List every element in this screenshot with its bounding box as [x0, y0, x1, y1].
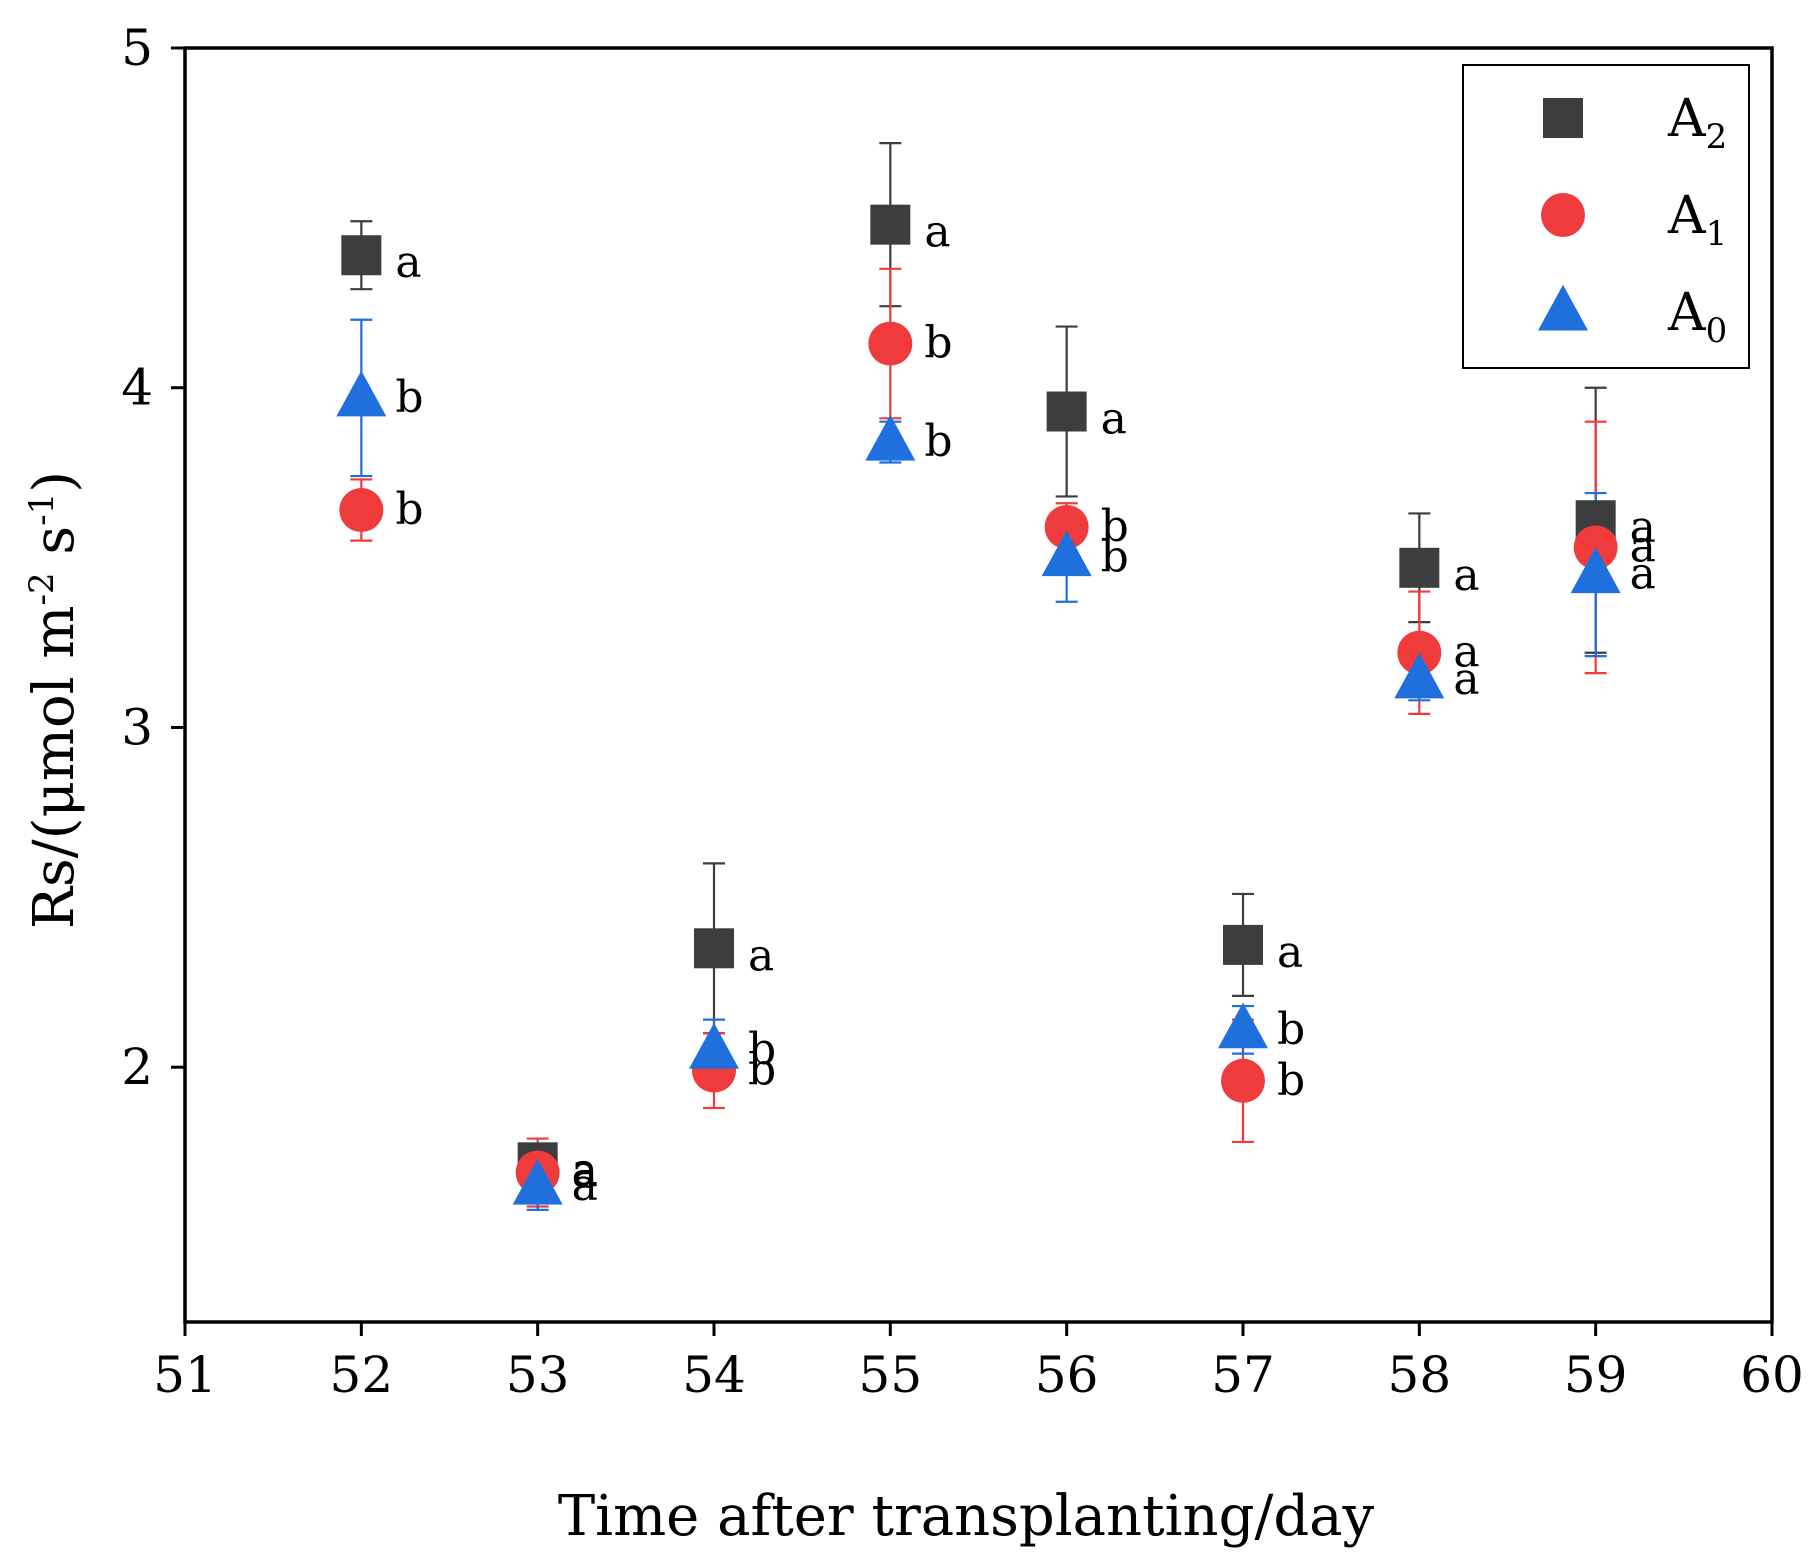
y-axis-title-sup1: -2: [22, 572, 62, 605]
legend-label-A2: A2: [1667, 89, 1727, 157]
marker-A0: [865, 414, 916, 461]
significance-letter-A2: a: [1453, 550, 1479, 601]
significance-letter-A0: a: [1453, 654, 1479, 705]
legend-label-base: A: [1667, 89, 1707, 149]
significance-letter-A2: a: [748, 930, 774, 981]
significance-letter-A2: a: [395, 237, 421, 288]
marker-A0: [1041, 530, 1092, 577]
y-axis-title-prefix: Rs/(μmol m: [22, 606, 87, 930]
significance-letter-A0: b: [924, 416, 952, 467]
marker-A2: [341, 235, 382, 276]
legend-label-A0: A0: [1667, 283, 1727, 351]
x-tick-label: 51: [153, 1346, 217, 1404]
significance-letter-A1: b: [748, 1045, 776, 1096]
marker-A0: [689, 1022, 739, 1069]
significance-letter-A2: a: [924, 207, 950, 258]
marker-A0: [1394, 652, 1445, 699]
significance-letter-A2: a: [1277, 927, 1303, 978]
axes: 51 52 53 54 55 56 57 58 59 60 2 3 4 5: [121, 19, 1804, 1404]
legend-label-base: A: [1667, 186, 1707, 246]
significance-letter-A1: a: [1453, 627, 1479, 678]
legend-box: [1462, 64, 1750, 369]
significance-letter-A2: a: [1101, 394, 1127, 445]
x-tick-label: 52: [330, 1346, 394, 1404]
x-tick-label: 55: [859, 1346, 923, 1404]
marker-A2: [1046, 391, 1087, 432]
y-tick-label: 4: [121, 359, 153, 417]
x-tick-label: 58: [1388, 1346, 1452, 1404]
data-markers: [336, 204, 1621, 1205]
y-tick-label: 3: [121, 698, 153, 756]
legend-label-base: A: [1667, 283, 1707, 343]
marker-A0: [336, 370, 387, 417]
marker-A0: [1218, 1002, 1268, 1049]
marker-A1: [1221, 1058, 1265, 1103]
significance-letter-A1: b: [1277, 1055, 1305, 1106]
legend-marker-A1: [1541, 193, 1585, 237]
significance-letter-A0: a: [1630, 549, 1656, 600]
plot-frame: [183, 46, 1774, 1324]
significance-letter-A2: a: [572, 1144, 598, 1195]
marker-A1: [339, 488, 384, 533]
significance-letter-A1: b: [395, 484, 423, 535]
x-axis-title: Time after transplanting/day: [558, 1484, 1375, 1549]
marker-A2: [694, 928, 734, 969]
marker-A0: [512, 1158, 563, 1205]
y-tick-label: 5: [121, 19, 153, 77]
y-axis-title-mid: s: [22, 526, 87, 573]
y-tick-label: 2: [121, 1038, 153, 1096]
legend-label-sub: 0: [1706, 311, 1728, 351]
y-axis-title-sup2: -1: [22, 493, 62, 526]
significance-letter-A1: a: [572, 1147, 598, 1198]
significance-letter-A0: b: [1101, 532, 1129, 583]
significance-letter-A0: a: [572, 1160, 598, 1211]
x-tick-label: 60: [1740, 1346, 1804, 1404]
legend-marker-A0: [1538, 284, 1588, 331]
x-tick-label: 53: [506, 1346, 570, 1404]
x-tick-label: 54: [682, 1346, 746, 1404]
marker-A2: [1399, 547, 1440, 588]
significance-letter-A2: a: [1630, 502, 1656, 553]
marker-A2: [1223, 924, 1263, 965]
marker-A1: [1044, 505, 1089, 550]
legend-label-sub: 1: [1706, 214, 1728, 254]
y-axis-title: Rs/(μmol m-2 s-1): [22, 471, 87, 929]
significance-letter-A1: b: [924, 318, 952, 369]
marker-A0: [1570, 547, 1621, 594]
x-tick-label: 57: [1211, 1346, 1275, 1404]
y-axis-title-suffix: ): [22, 471, 87, 493]
legend-label-A1: A1: [1667, 186, 1727, 254]
x-tick-label: 56: [1035, 1346, 1099, 1404]
x-tick-label: 59: [1564, 1346, 1628, 1404]
marker-A2: [870, 204, 911, 245]
significance-letter-A0: b: [748, 1024, 776, 1075]
significance-letter-A0: b: [1277, 1004, 1305, 1055]
significance-letter-A1: a: [1630, 521, 1656, 572]
significance-letter-A0: b: [395, 372, 423, 423]
legend-label-sub: 2: [1706, 117, 1728, 157]
marker-A1: [868, 321, 913, 366]
significance-letter-A1: b: [1101, 501, 1129, 552]
legend-marker-A2: [1543, 98, 1583, 138]
